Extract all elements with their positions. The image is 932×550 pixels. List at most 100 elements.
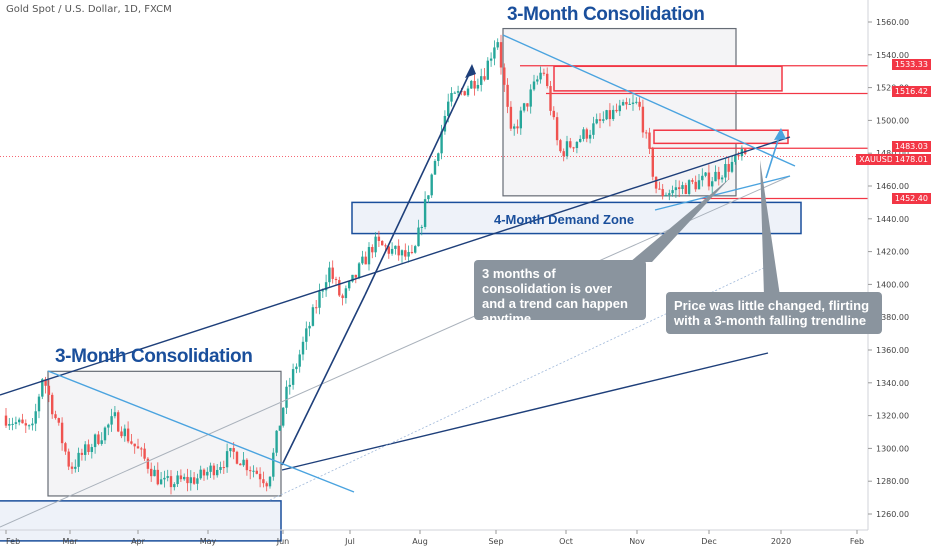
candle-body (400, 250, 404, 256)
candle-body (737, 155, 740, 157)
candle-body (565, 141, 569, 157)
candle-body (423, 199, 427, 227)
candle-body (407, 251, 410, 257)
candle-body (222, 467, 225, 469)
candle-body (123, 428, 126, 437)
consolidation-label-top: 3-Month Consolidation (507, 4, 705, 25)
candle-body (298, 354, 301, 367)
candle-body (219, 467, 222, 470)
candle-body (678, 187, 681, 190)
candle-body (687, 180, 691, 194)
candle-body (582, 129, 585, 139)
candle-body (384, 245, 387, 247)
candle-body (414, 246, 417, 253)
candle-body (559, 140, 562, 152)
y-tick-label: 1420.00 (876, 248, 909, 257)
y-tick-label: 1440.00 (876, 215, 909, 224)
candle-body (536, 79, 539, 82)
y-tick-label: 1400.00 (876, 280, 909, 289)
candle-body (67, 451, 70, 467)
candle-body (301, 341, 305, 355)
callout-consolidation-over: 3 months of consolidation is over and a … (474, 260, 646, 326)
candle-body (631, 102, 635, 104)
candle-body (499, 42, 503, 68)
candle-body (364, 256, 367, 265)
candle-body (447, 101, 450, 116)
candle-body (291, 369, 295, 385)
candle-body (645, 132, 648, 134)
y-tick-label: 1380.00 (876, 313, 909, 322)
candle-body (437, 153, 440, 161)
y-tick-label: 1260.00 (876, 510, 909, 519)
y-tick-label: 1360.00 (876, 346, 909, 355)
candle-body (268, 476, 272, 487)
candle-body (351, 274, 354, 282)
candle-body (381, 240, 384, 246)
candle-body (513, 126, 516, 129)
candle-body (635, 101, 638, 103)
candle-body (159, 479, 163, 485)
candle-body (671, 190, 674, 194)
candle-body (602, 119, 605, 121)
candle-body (275, 430, 278, 453)
candle-body (519, 110, 522, 129)
impulse-arrow-1 (281, 294, 366, 466)
candle-body (232, 448, 235, 452)
candle-body (199, 469, 202, 479)
candle-body (493, 47, 496, 59)
candle-body (278, 425, 282, 431)
candle-body (183, 476, 186, 480)
candle-body (707, 172, 711, 187)
candle-body (103, 427, 107, 441)
candle-body (126, 428, 130, 442)
candle-body (612, 109, 615, 120)
candle-body (552, 110, 555, 118)
candle-body (503, 67, 506, 85)
candle-body (658, 188, 661, 190)
candle-body (605, 110, 608, 120)
candle-body (641, 106, 645, 133)
candle-body (374, 236, 377, 253)
candle-body (433, 160, 437, 175)
candle-body (321, 290, 324, 292)
candle-body (720, 177, 724, 180)
impulse-arrow-head (465, 64, 476, 78)
candle-body (295, 366, 298, 370)
candle-body (483, 76, 486, 80)
y-tick-label: 1280.00 (876, 477, 909, 486)
candle-body (480, 76, 483, 85)
demand-zone-box (351, 201, 802, 235)
candle-body (575, 141, 579, 149)
x-tick-label: Sep (488, 537, 503, 546)
candle-body (14, 422, 18, 424)
candle-body (579, 138, 582, 142)
candle-body (681, 185, 684, 190)
candle-body (57, 418, 60, 423)
candle-body (357, 263, 361, 278)
candle-body (262, 479, 265, 484)
candle-body (179, 475, 183, 480)
candle-body (585, 129, 588, 139)
candle-body (410, 251, 414, 253)
callout-falling-trendline: Price was little changed, flirting with … (666, 292, 882, 334)
consolidation-label-bottom: 3-Month Consolidation (55, 346, 253, 367)
level-tag-1452: 1452.40 (891, 193, 931, 204)
candle-body (506, 84, 509, 107)
candle-body (189, 477, 192, 484)
candle-body (532, 81, 536, 90)
x-tick-label: Feb (6, 537, 20, 546)
candle-body (209, 465, 212, 472)
candle-body (216, 469, 219, 476)
level-tag-1516: 1516.42 (891, 86, 931, 97)
x-tick-label: Apr (131, 537, 146, 546)
candle-body (734, 155, 737, 162)
candle-body (453, 92, 456, 94)
x-tick-label: Jul (344, 537, 355, 546)
candle-body (328, 267, 331, 283)
candle-body (74, 466, 77, 469)
candle-body (90, 447, 93, 453)
channel-lower-trendline (281, 352, 769, 471)
price-axis: 1260.00 1280.00 1300.00 1320.00 1340.00 1360.… (867, 0, 909, 530)
candle-body (668, 193, 671, 195)
